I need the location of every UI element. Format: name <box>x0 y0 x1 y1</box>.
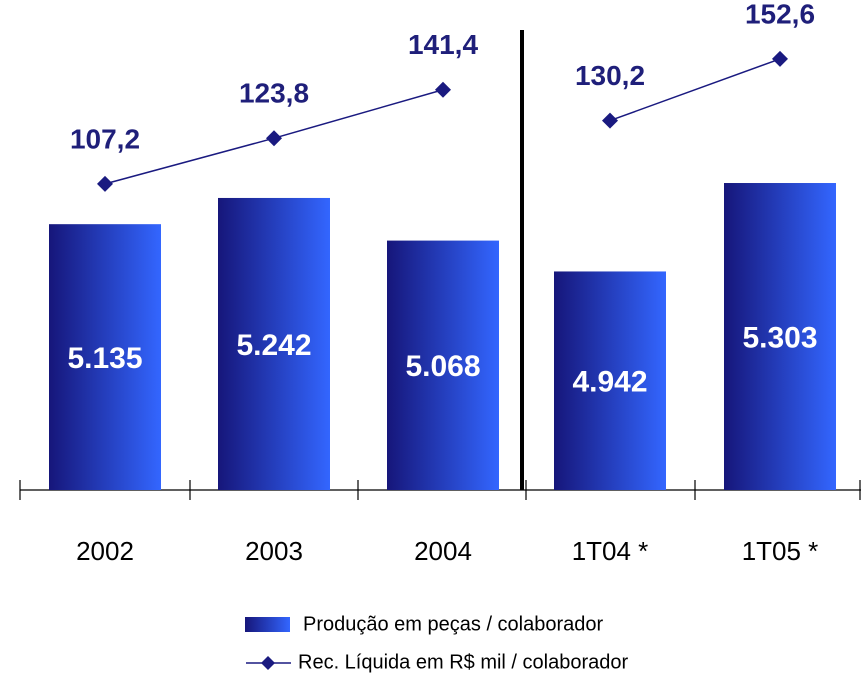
x-tick-label: 2003 <box>245 536 303 566</box>
line-marker <box>97 175 113 192</box>
line-marker <box>266 130 282 147</box>
legend-marker <box>261 656 275 670</box>
line-value-label: 152,6 <box>745 0 815 29</box>
bar-value-label: 5.068 <box>405 350 480 383</box>
bar <box>49 224 161 491</box>
line-marker <box>772 50 788 67</box>
legend-label: Produção em peças / colaborador <box>303 613 604 635</box>
x-tick-label: 1T05 * <box>742 536 819 566</box>
legend-swatch <box>245 617 290 632</box>
line-marker <box>435 81 451 98</box>
bar-value-label: 4.942 <box>572 366 647 399</box>
legend: Produção em peças / colaborador Rec. Líq… <box>245 613 628 673</box>
line-value-label: 123,8 <box>239 78 309 109</box>
line-marker <box>602 112 618 129</box>
bar-value-label: 5.135 <box>67 342 142 375</box>
line <box>609 58 781 122</box>
bar <box>218 197 330 490</box>
x-tick-label: 1T04 * <box>572 536 649 566</box>
x-tick-label: 2004 <box>414 536 472 566</box>
legend-label: Rec. Líquida em R$ mil / colaborador <box>298 651 628 673</box>
bar <box>724 183 836 490</box>
bar <box>554 271 666 490</box>
bar <box>387 240 499 490</box>
line-value-label: 107,2 <box>70 123 140 154</box>
bar-value-label: 5.242 <box>236 329 311 362</box>
line-value-label: 141,4 <box>408 29 478 60</box>
x-tick-label: 2002 <box>76 536 134 566</box>
line-value-label: 130,2 <box>575 60 645 91</box>
bar-value-label: 5.303 <box>742 321 817 354</box>
